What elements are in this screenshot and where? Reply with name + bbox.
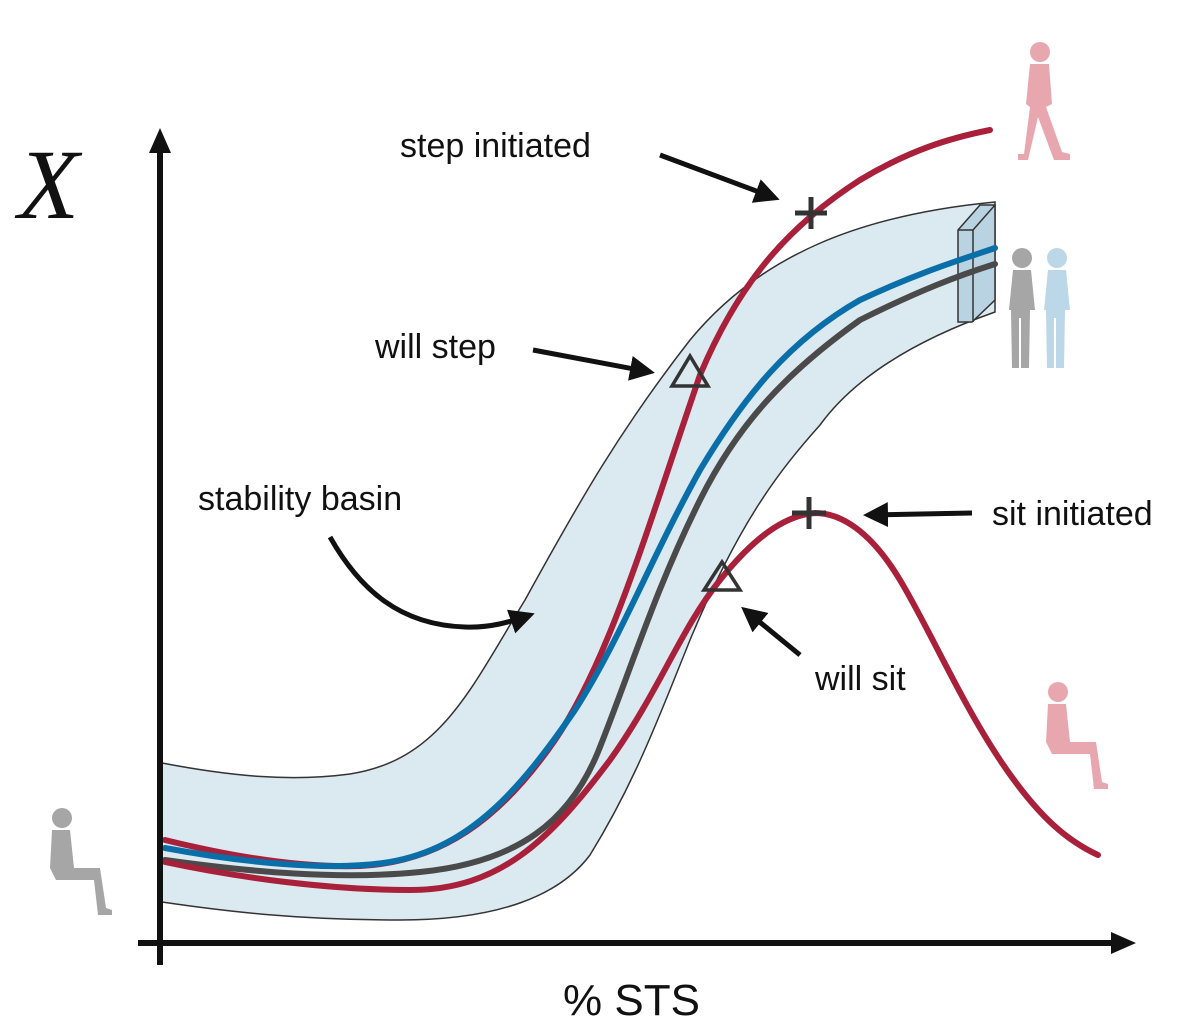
seated-person-icon-red: [1046, 682, 1108, 789]
will-sit-arrow: [741, 606, 802, 657]
will-step-label: will step: [374, 328, 496, 366]
basin-terminal-box: [957, 204, 996, 323]
standing-person-icon-gray: [1009, 248, 1035, 368]
step-initiated-label: step initiated: [400, 127, 591, 165]
step-initiated-plus-marker: [795, 197, 827, 229]
sit-initiated-arrow: [863, 502, 973, 528]
y-axis: [149, 128, 171, 965]
stability-basin-arrow: [327, 535, 535, 634]
x-axis: [138, 932, 1136, 954]
stability-basin-region: [161, 201, 996, 921]
sit-trajectory: [162, 509, 1101, 894]
mean-trajectory: [162, 261, 998, 879]
y-axis-label: X: [14, 129, 83, 240]
will-step-triangle-marker: [668, 352, 712, 388]
stability-basin-label: stability basin: [198, 480, 402, 518]
will-sit-triangle-marker: [700, 558, 744, 592]
sit-initiated-plus-marker: [792, 497, 826, 529]
walking-person-icon: [1018, 42, 1070, 160]
x-axis-label: % STS: [563, 976, 700, 1025]
will-step-arrow: [532, 347, 655, 381]
nominal-trajectory: [162, 245, 998, 870]
will-sit-label: will sit: [814, 660, 906, 698]
standing-person-icon-blue: [1044, 248, 1070, 368]
sit-initiated-label: sit initiated: [992, 495, 1153, 533]
step-initiated-arrow: [659, 152, 780, 203]
seated-person-icon: [50, 808, 112, 915]
